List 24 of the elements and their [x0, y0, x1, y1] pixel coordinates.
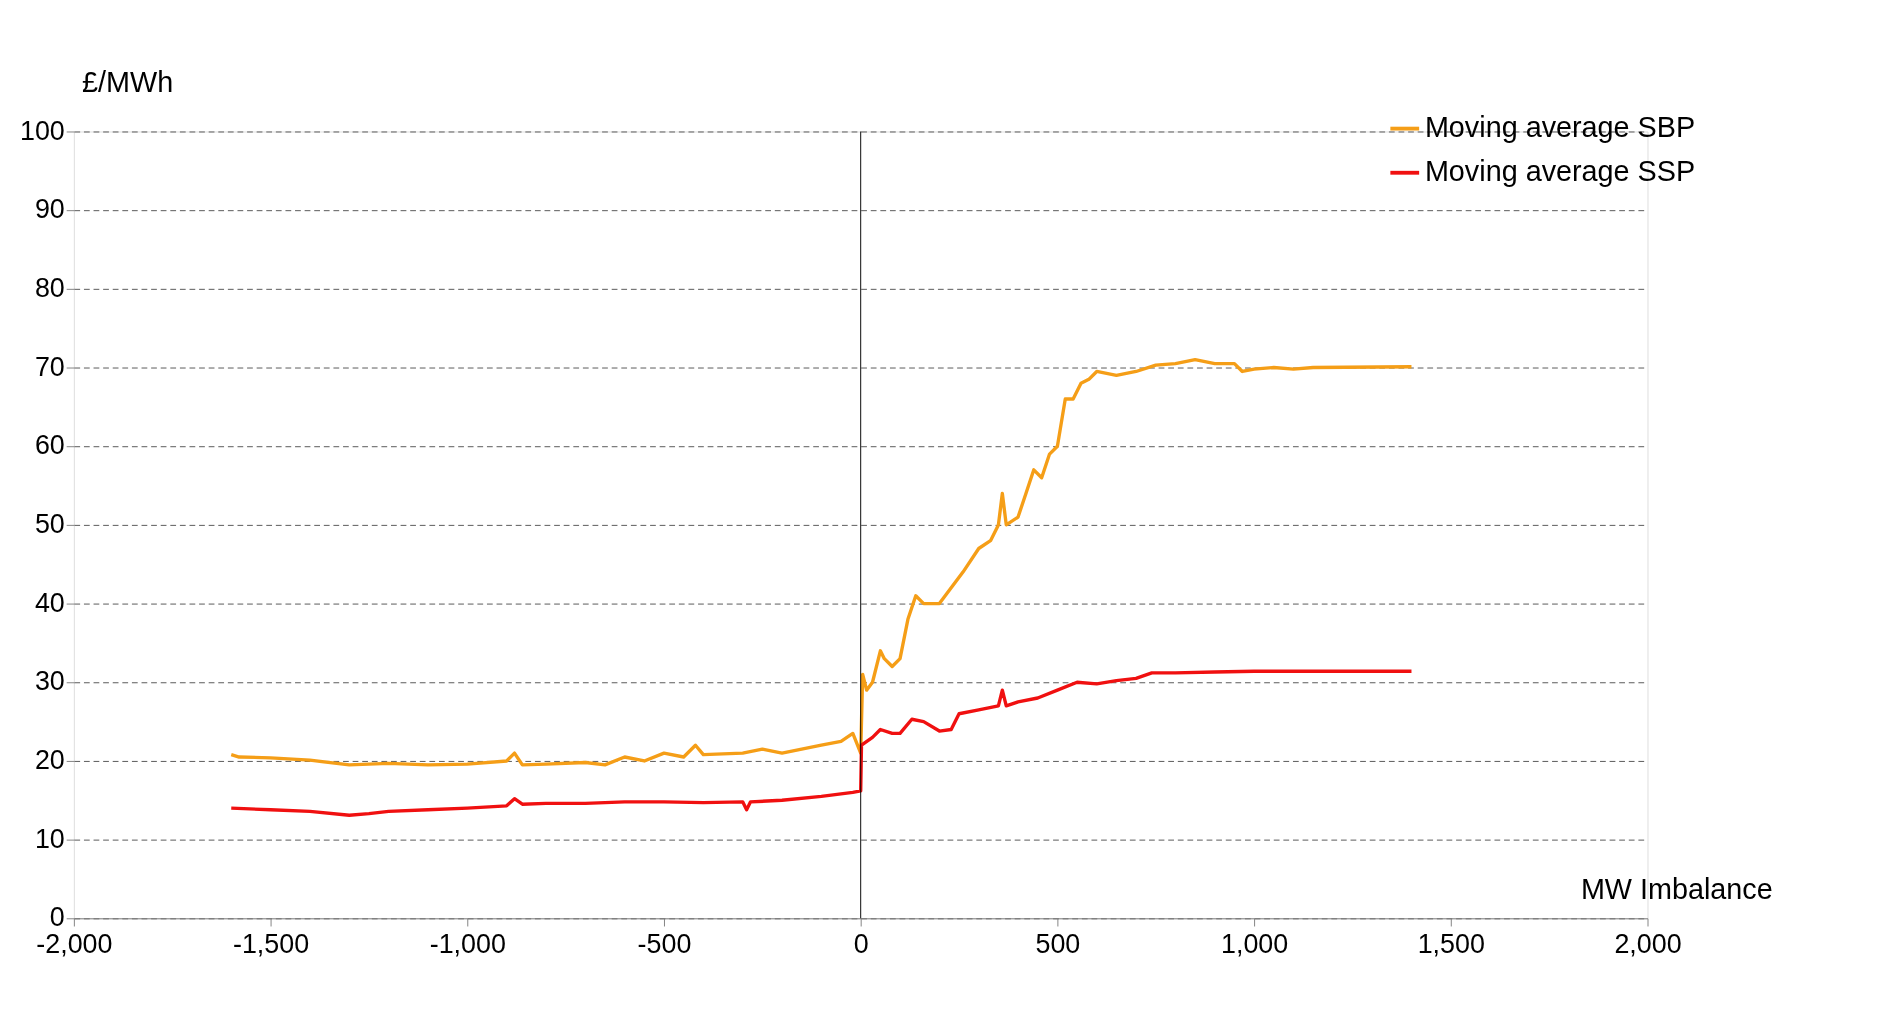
- x-tick-label: -1,500: [232, 929, 310, 960]
- line-series: [229, 669, 1414, 817]
- legend-label: Moving average SSP: [1424, 155, 1696, 188]
- x-axis-title: MW Imbalance: [1580, 872, 1773, 905]
- legend-label: Moving average SBP: [1424, 111, 1696, 144]
- y-tick-label: 30: [34, 666, 65, 697]
- y-tick-label: 20: [34, 745, 65, 776]
- line-series: [229, 358, 1414, 767]
- x-tick-label: 1,000: [1220, 929, 1289, 960]
- y-tick-label: 70: [34, 351, 65, 382]
- x-tick-label: -500: [637, 929, 692, 960]
- x-tick-label: -1,000: [429, 929, 506, 960]
- y-tick-label: 60: [34, 430, 65, 461]
- x-tick-label: 2,000: [1614, 929, 1682, 960]
- y-tick-label: 90: [34, 194, 65, 225]
- y-tick-label: 10: [34, 823, 65, 854]
- y-axis-title: £/MWh: [82, 65, 174, 98]
- y-tick-label: 40: [34, 587, 65, 618]
- y-tick-label: 80: [34, 273, 65, 304]
- x-tick-label: 0: [853, 929, 869, 960]
- y-tick-label: 100: [19, 115, 65, 146]
- x-tick-label: 500: [1035, 929, 1081, 960]
- x-tick-label: 1,500: [1417, 929, 1485, 960]
- y-tick-label: 50: [34, 509, 65, 540]
